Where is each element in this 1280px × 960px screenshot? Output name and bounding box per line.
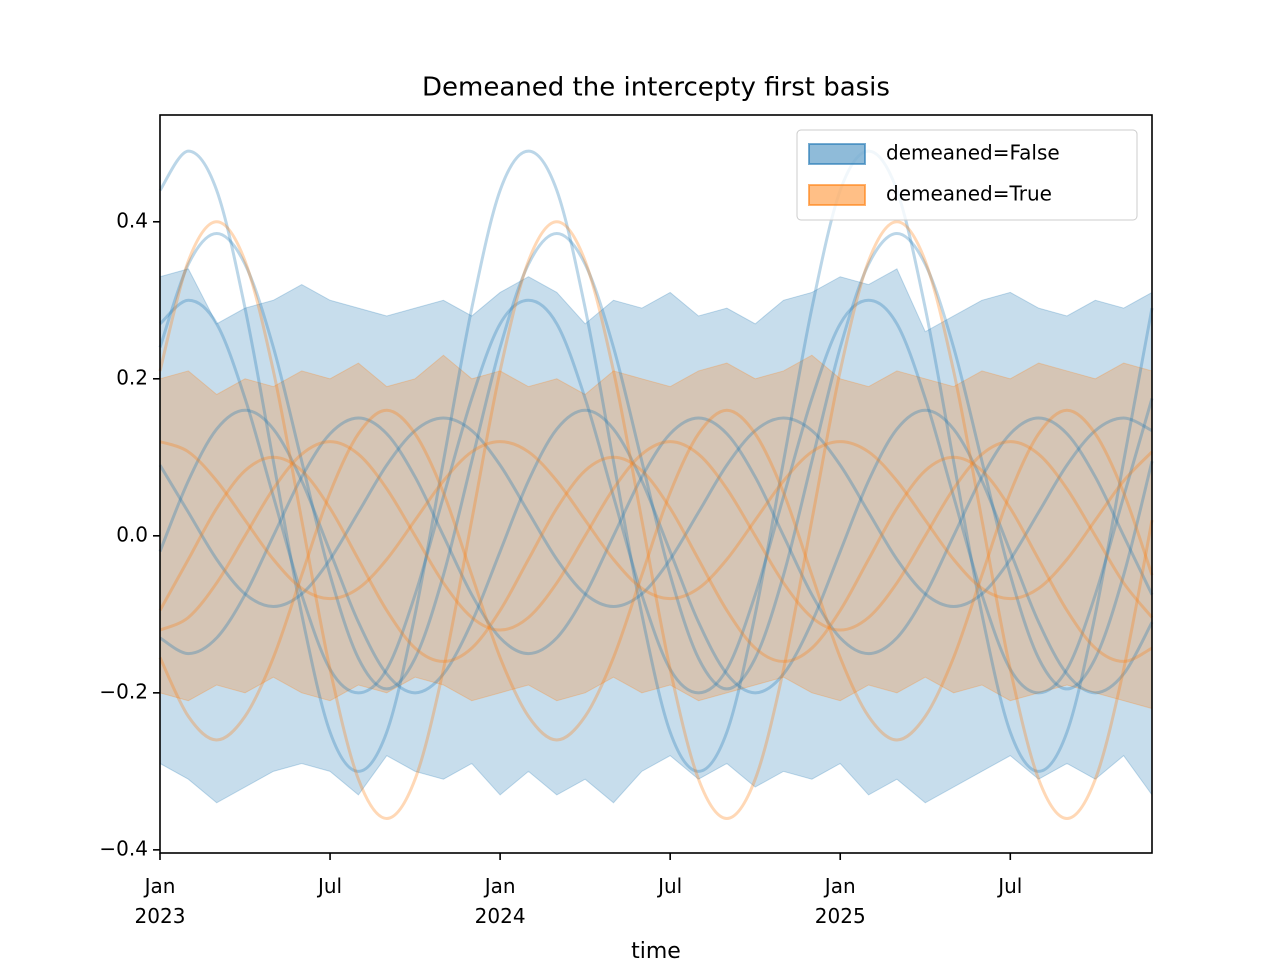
legend-label: demeaned=False <box>886 141 1060 165</box>
y-tick-label: 0.4 <box>116 208 148 232</box>
y-tick-label: 0.0 <box>116 522 148 546</box>
sample-line <box>158 149 1154 773</box>
x-tick-label: Jan 2023 <box>135 874 186 928</box>
x-tick-label: Jul <box>656 874 682 898</box>
y-tick-label: −0.4 <box>99 836 148 860</box>
x-tick-label: Jan 2024 <box>475 874 526 928</box>
sample-line <box>158 408 1154 742</box>
legend-swatch <box>808 143 866 165</box>
legend-swatch <box>808 184 866 206</box>
sample-line <box>158 220 1154 820</box>
axes-frame <box>159 114 1153 854</box>
sample-line <box>158 408 1154 695</box>
legend: demeaned=False demeaned=True <box>796 129 1138 221</box>
sample-line <box>159 440 1154 601</box>
chart-title: Demeaned the intercepty first basis <box>422 73 890 103</box>
y-tick-label: −0.2 <box>99 679 148 703</box>
sample-line <box>158 298 1154 695</box>
legend-label: demeaned=True <box>886 182 1052 206</box>
sample-line <box>159 440 1154 632</box>
x-tick-label: Jan 2025 <box>815 874 866 928</box>
sample-line <box>159 416 1154 656</box>
sample-line <box>158 416 1153 608</box>
legend-box <box>796 129 1138 221</box>
y-tick-label: 0.2 <box>116 365 148 389</box>
x-tick-label: Jul <box>316 874 342 898</box>
sample-line <box>158 232 1154 691</box>
sample-line <box>158 455 1153 663</box>
plot-area <box>158 149 1154 820</box>
x-tick-label: Jul <box>996 874 1022 898</box>
x-axis-label: time <box>631 939 681 960</box>
